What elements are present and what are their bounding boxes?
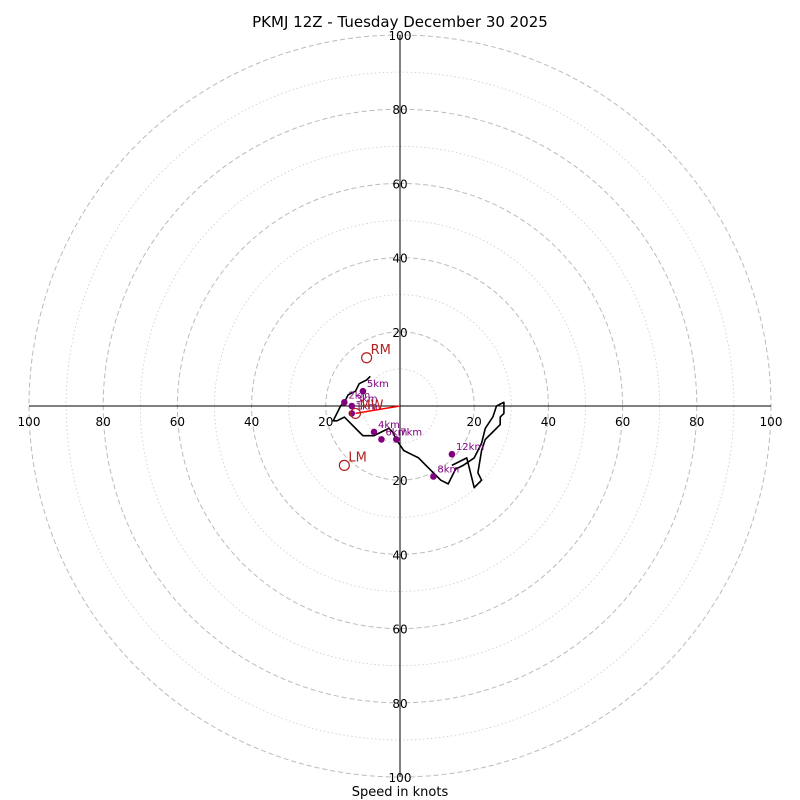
storm-motion-markers: RM LM MW — [338, 343, 391, 471]
tick-label-bottom: 80 — [392, 697, 407, 711]
tick-label-left: 40 — [244, 415, 259, 429]
height-marker-label: 4km — [378, 420, 400, 431]
height-marker-label: 6km — [385, 427, 407, 438]
tick-label-right: 40 — [541, 415, 556, 429]
height-marker-label: 3km — [356, 394, 378, 405]
storm-motion-label: MW — [359, 398, 383, 413]
tick-label-top: 100 — [389, 29, 412, 43]
height-marker-label: 5km — [367, 379, 389, 390]
storm-motion-label: RM — [371, 343, 391, 358]
x-axis-label: Speed in knots — [352, 785, 449, 800]
height-marker-dot — [448, 450, 456, 458]
height-marker-dot — [348, 410, 356, 417]
tick-labels: 20 20 20 20 40 40 40 40 60 60 60 60 80 80 80 80 100 100 10… — [18, 29, 783, 785]
tick-label-top: 20 — [392, 326, 407, 340]
storm-motion-circle — [361, 352, 373, 364]
height-marker-label: 1km — [356, 401, 378, 412]
tick-label-top: 60 — [392, 177, 407, 191]
tick-label-left: 20 — [318, 415, 333, 429]
tick-label-right: 60 — [615, 415, 630, 429]
storm-motion-label: LM — [348, 450, 366, 465]
storm-motion-circle — [338, 459, 350, 471]
tick-label-right: 20 — [467, 415, 482, 429]
tick-label-right: 80 — [689, 415, 704, 429]
height-marker-dot — [370, 428, 378, 436]
height-marker-dot — [359, 387, 367, 395]
height-marker-label: 7km — [400, 427, 422, 438]
tick-label-left: 60 — [170, 415, 185, 429]
storm-motion-circle — [349, 407, 362, 420]
shear-vector-line — [355, 405, 401, 415]
hodograph-trace-group — [332, 375, 505, 489]
tick-label-left: 80 — [96, 415, 111, 429]
tick-label-bottom: 60 — [392, 623, 407, 637]
height-marker-dot — [430, 473, 437, 480]
chart-title: PKMJ 12Z - Tuesday December 30 2025 — [252, 13, 548, 31]
tick-label-right: 100 — [760, 415, 783, 429]
tick-label-bottom: 20 — [392, 474, 407, 488]
hodograph-trace — [332, 375, 505, 489]
tick-label-top: 40 — [392, 252, 407, 266]
height-marker-dot — [341, 398, 348, 406]
tick-label-top: 80 — [392, 103, 407, 117]
tick-label-bottom: 40 — [392, 548, 407, 562]
tick-label-bottom: 100 — [389, 771, 412, 785]
shear-vector-group — [355, 405, 401, 415]
height-marker-dot — [378, 436, 385, 443]
tick-label-left: 100 — [18, 415, 41, 429]
height-marker-label: 8km — [437, 464, 459, 475]
height-marker-dot — [392, 436, 400, 443]
height-marker-label: 2km — [348, 390, 370, 401]
height-marker-label: 12km — [456, 442, 484, 453]
height-marker-dot — [348, 402, 356, 410]
